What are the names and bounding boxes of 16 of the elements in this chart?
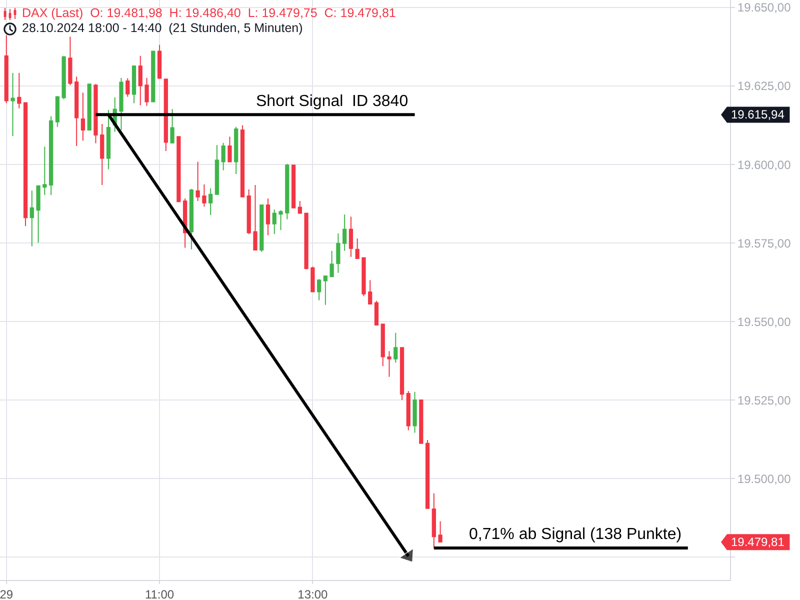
annotation: Short Signal ID 3840 (256, 93, 408, 110)
y2-tick-label: 19.479,81 (731, 535, 785, 550)
x-tick-label: 13:00 (298, 587, 328, 600)
y-tick-label: 19.500,00 (737, 472, 792, 486)
y-tick-label: 19.650,00 (737, 0, 792, 15)
x-tick-label: 11:00 (144, 587, 174, 600)
y2-tick-label: 19.615,94 (731, 108, 785, 122)
y-tick-label: 19.550,00 (737, 314, 792, 329)
text: 28.10.2024 18:00 - 14:40 (21 Stunden, 5 Minuten) (22, 21, 303, 36)
y-tick-label: 19.600,00 (737, 158, 792, 172)
text: DAX (Last) O: 19.481,98 H: 19.486,40 L: 19.479,75 C: 19.479,81 (22, 6, 396, 21)
y-tick-label: 19.525,00 (737, 393, 792, 408)
annotation: 0,71% ab Signal (138 Punkte) (469, 526, 682, 543)
y-tick-label: 19.625,00 (737, 79, 792, 94)
x-tick-label: 29 (0, 587, 14, 600)
y-tick-label: 19.575,00 (737, 236, 792, 250)
